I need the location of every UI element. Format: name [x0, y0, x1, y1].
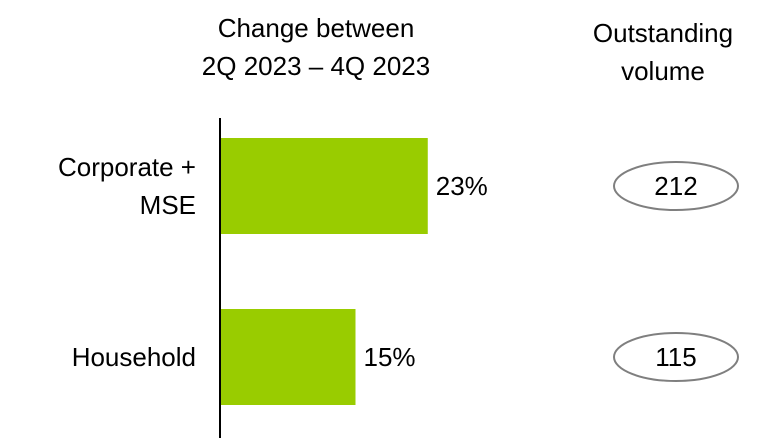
- title-line: Change between: [217, 13, 415, 43]
- volume-value: 115: [655, 342, 696, 372]
- volume-oval: [613, 161, 739, 211]
- volume-value: 212: [654, 171, 697, 201]
- bar: [220, 309, 356, 405]
- category-label: Household: [71, 342, 196, 372]
- value-label: 15%: [364, 342, 416, 372]
- bar: [220, 138, 428, 234]
- value-label: 23%: [436, 171, 488, 201]
- title-line: 2Q 2023 – 4Q 2023: [201, 51, 431, 81]
- chart-title: Change between 2Q 2023 – 4Q 2023: [116, 9, 516, 85]
- volume-oval: [613, 332, 739, 382]
- volume-title: Outstanding volume: [592, 18, 734, 86]
- category-label: Corporate + MSE: [57, 152, 196, 220]
